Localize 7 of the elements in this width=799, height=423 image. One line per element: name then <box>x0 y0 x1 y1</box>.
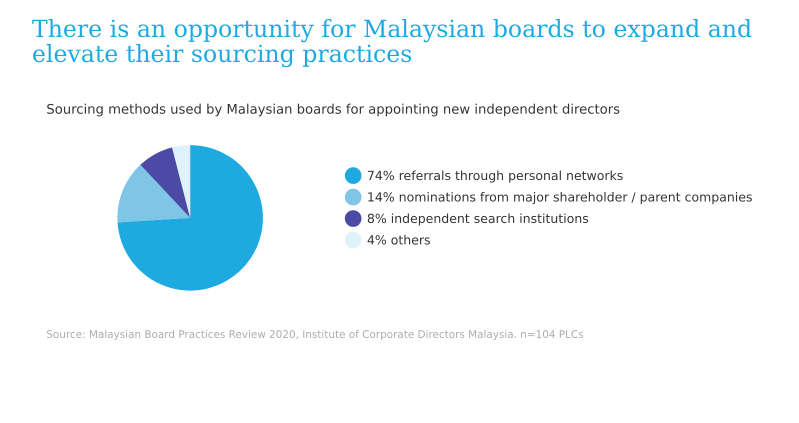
legend-label: 14% nominations from major shareholder / parent companies <box>368 192 752 204</box>
legend-label: 74% referrals through personal networks <box>368 170 623 183</box>
legend-label: 4% others <box>368 234 430 245</box>
chart-title: There is an opportunity for Malaysian boards to expand and elevate their sourcing practices <box>32 19 752 68</box>
chart-subtitle: Sourcing methods used by Malaysian boards for appointing new independent directors <box>47 104 620 116</box>
legend-label: 8% independent search institutions <box>368 213 588 226</box>
source-note: Source: Malaysian Board Practices Review 2020, Institute of Corporate Directors Malaysia. n=104 PLCs <box>47 330 584 340</box>
